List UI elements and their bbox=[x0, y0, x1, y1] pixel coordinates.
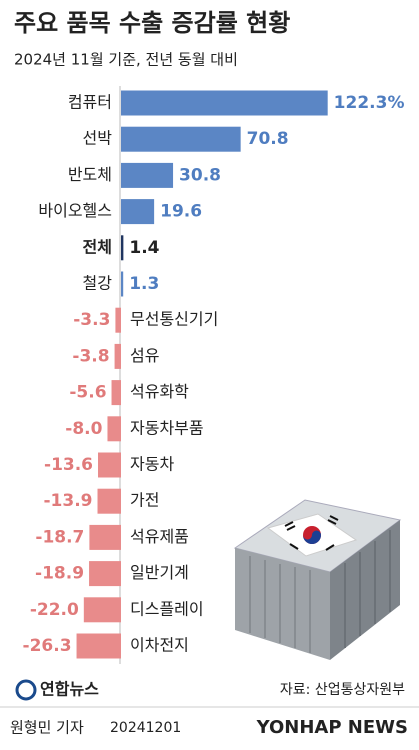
chart-title: 주요 품목 수출 증감률 현황 bbox=[14, 9, 290, 37]
category-label: 가전 bbox=[130, 491, 159, 510]
bar bbox=[115, 307, 121, 333]
data-label: 1.3 bbox=[129, 274, 159, 294]
bar bbox=[121, 162, 174, 188]
category-label: 자동차부품 bbox=[130, 418, 204, 437]
category-label: 선박 bbox=[83, 129, 113, 148]
data-label: -5.6 bbox=[69, 383, 106, 403]
category-label: 전체 bbox=[83, 237, 112, 256]
category-label: 섬유 bbox=[130, 346, 159, 365]
bar bbox=[121, 271, 124, 297]
data-label: -13.9 bbox=[44, 491, 93, 511]
data-label: -26.3 bbox=[23, 636, 72, 656]
bar bbox=[121, 235, 124, 261]
data-label: -18.9 bbox=[35, 564, 84, 584]
bar bbox=[121, 90, 328, 116]
category-label: 석유화학 bbox=[130, 382, 189, 401]
flag-trigrams bbox=[284, 515, 339, 551]
category-label: 자동차 bbox=[130, 455, 174, 474]
bar bbox=[83, 597, 121, 623]
category-label: 일반기계 bbox=[130, 563, 189, 582]
watermark: YONHAP NEWS bbox=[256, 717, 408, 738]
category-label: 석유제품 bbox=[130, 527, 189, 546]
data-label: -18.7 bbox=[35, 527, 84, 547]
category-label: 디스플레이 bbox=[130, 599, 204, 618]
logo-icon bbox=[15, 679, 37, 701]
bar bbox=[114, 343, 121, 369]
container-ribs bbox=[249, 556, 311, 653]
chart-subtitle: 2024년 11월 기준, 전년 동월 대비 bbox=[14, 51, 238, 69]
reporter: 원형민 기자 bbox=[10, 719, 84, 737]
data-label: 122.3% bbox=[334, 93, 405, 113]
data-label: -3.3 bbox=[73, 310, 110, 330]
bar bbox=[107, 416, 121, 442]
date: 20241201 bbox=[110, 720, 181, 736]
bar bbox=[121, 126, 241, 152]
data-label: 19.6 bbox=[160, 202, 202, 222]
container-ribs-right bbox=[344, 530, 391, 648]
flag-taegeuk-blue bbox=[303, 530, 321, 544]
category-label: 컴퓨터 bbox=[68, 93, 112, 112]
category-label: 반도체 bbox=[68, 165, 112, 184]
bar bbox=[121, 199, 155, 225]
bar bbox=[98, 452, 121, 478]
container-illustration bbox=[233, 499, 402, 660]
container-right bbox=[330, 520, 400, 660]
data-label: -13.6 bbox=[44, 455, 93, 475]
data-label: -22.0 bbox=[30, 600, 79, 620]
data-label: 70.8 bbox=[247, 129, 289, 149]
bar bbox=[89, 561, 121, 587]
data-label: 30.8 bbox=[179, 165, 221, 185]
data-label: -8.0 bbox=[65, 419, 102, 439]
container-left bbox=[235, 548, 330, 660]
category-label: 무선통신기기 bbox=[130, 310, 218, 329]
logo: 연합뉴스 bbox=[40, 680, 99, 699]
category-label: 바이오헬스 bbox=[38, 201, 112, 220]
bar bbox=[89, 524, 121, 550]
data-label: -3.8 bbox=[72, 346, 109, 366]
data-label: 1.4 bbox=[129, 238, 159, 258]
bar bbox=[111, 380, 121, 406]
bar bbox=[76, 633, 121, 659]
bar bbox=[97, 488, 121, 514]
category-label: 이차전지 bbox=[130, 636, 189, 655]
category-label: 철강 bbox=[83, 274, 113, 293]
source: 자료: 산업통상자원부 bbox=[280, 682, 405, 698]
